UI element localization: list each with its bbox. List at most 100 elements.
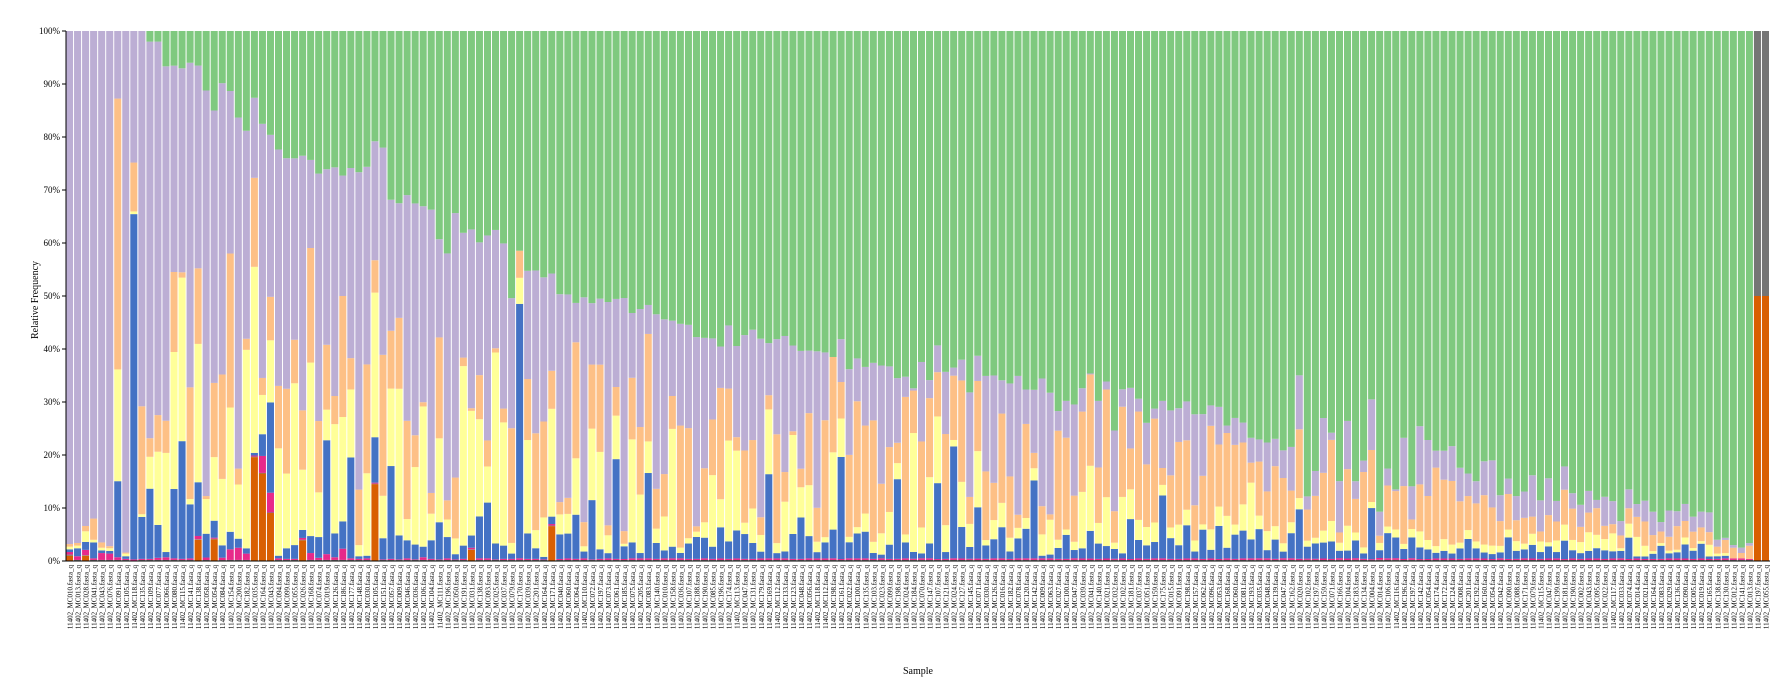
x-tick-label: 11402_MC060.fasta_q <box>565 565 573 630</box>
bar-segment <box>468 411 475 536</box>
bar-segment <box>74 31 81 543</box>
bar-segment <box>516 558 523 560</box>
bar-segment <box>283 560 290 561</box>
bar-segment <box>379 538 386 559</box>
bar-segment <box>1031 468 1038 480</box>
x-tick-label: 11402_MC055.fasta_q <box>292 565 300 630</box>
x-tick-label: 11402_MC199.fasta_q <box>1554 565 1562 630</box>
bar-segment <box>805 413 812 485</box>
bar-segment <box>1006 538 1013 552</box>
bar-segment <box>1424 550 1431 560</box>
bar-segment <box>757 31 764 339</box>
bar-segment <box>1585 31 1592 491</box>
bar-segment <box>460 358 467 367</box>
bar-segment <box>347 358 354 389</box>
bar-segment <box>532 560 539 561</box>
x-tick-label: 11402_MC041.fasta_q <box>91 565 99 630</box>
bar-segment <box>122 31 129 553</box>
bar-segment <box>830 452 837 529</box>
bar-segment <box>396 31 403 203</box>
bar-segment <box>1175 545 1182 559</box>
x-tick-label: 11402_MC106.fasta_q <box>1385 565 1393 630</box>
bar-segment <box>1135 540 1142 558</box>
bar-segment <box>1344 421 1351 469</box>
bar-segment <box>492 559 499 560</box>
bar-segment <box>1489 460 1496 507</box>
bar-segment <box>323 169 330 345</box>
bar-segment <box>355 560 362 561</box>
bar-segment <box>862 514 869 532</box>
bar-segment <box>725 560 732 561</box>
bar-segment <box>259 473 266 561</box>
bar-segment <box>114 560 121 561</box>
bar-segment <box>195 268 202 344</box>
bar-segment <box>524 533 531 558</box>
bar-segment <box>283 31 290 158</box>
bar-segment <box>267 297 274 340</box>
bar-segment <box>162 552 169 557</box>
bar-segment <box>862 426 869 514</box>
bar-segment <box>982 540 989 545</box>
bar-segment <box>1465 539 1472 558</box>
bar-segment <box>114 369 121 481</box>
bar-segment <box>637 560 644 561</box>
x-tick-label: 11402_MC062.fasta_q <box>1200 565 1208 630</box>
bar-segment <box>476 375 483 419</box>
bar-segment <box>291 560 298 561</box>
bar-segment <box>1143 560 1150 561</box>
bar-segment <box>267 493 274 513</box>
bar-segment <box>588 365 595 429</box>
bar-segment <box>74 546 81 549</box>
bar-segment <box>1706 31 1713 512</box>
bar-segment <box>596 299 603 365</box>
bar-segment <box>1448 481 1455 545</box>
bar-segment <box>830 357 837 452</box>
bar-segment <box>717 388 724 499</box>
bar-segment <box>894 31 901 378</box>
bar-segment <box>307 536 314 553</box>
bar-segment <box>283 389 290 474</box>
bar-segment <box>1304 559 1311 560</box>
bar-segment <box>476 560 483 561</box>
bar-segment <box>203 560 210 561</box>
bar-segment <box>846 560 853 561</box>
bar-segment <box>1762 31 1769 296</box>
bar-segment <box>1722 560 1729 561</box>
x-tick-label: 11402_MC024.fasta_q <box>951 565 959 630</box>
bar-segment <box>1320 31 1327 418</box>
bar-segment <box>1400 31 1407 438</box>
bar-segment <box>749 543 756 559</box>
bar-segment <box>741 534 748 559</box>
bar-segment <box>653 543 660 559</box>
bar-segment <box>203 499 210 534</box>
bar-segment <box>1440 480 1447 539</box>
bar-segment <box>412 560 419 561</box>
bar-segment <box>154 31 161 42</box>
bar-segment <box>918 362 925 442</box>
bar-segment <box>130 214 137 559</box>
bar-segment <box>1738 553 1745 558</box>
bar-segment <box>1006 560 1013 561</box>
x-tick-label: 11402_MC028.fasta_q <box>83 565 91 630</box>
bar-segment <box>1473 31 1480 481</box>
x-tick-label: 11402_MC118.fasta_q <box>131 565 139 629</box>
bar-segment <box>1698 527 1705 541</box>
bar-segment <box>219 479 226 545</box>
bar-segment <box>1223 433 1230 516</box>
bar-segment <box>1304 541 1311 547</box>
x-tick-label: 11402_MC186.fasta_q <box>340 565 348 630</box>
bar-segment <box>1079 560 1086 561</box>
bar-segment <box>572 31 579 303</box>
bar-segment <box>862 560 869 561</box>
bar-segment <box>910 388 917 390</box>
bar-segment <box>412 545 419 560</box>
bar-segment <box>1207 560 1214 561</box>
bar-segment <box>548 526 555 527</box>
x-tick-label: 11402_MC048.fasta_q <box>798 565 806 630</box>
bar-segment <box>1360 31 1367 461</box>
bar-segment <box>259 395 266 434</box>
x-tick-label: 11402_MC111.fasta_q <box>436 565 444 629</box>
bar-segment <box>1384 558 1391 560</box>
bar-segment <box>1151 419 1158 523</box>
bar-segment <box>452 31 459 213</box>
